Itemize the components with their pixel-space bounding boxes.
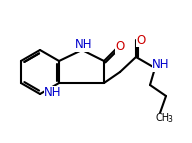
Text: 3: 3 [168,116,172,125]
Text: CH: CH [156,113,170,123]
Text: O: O [136,33,146,46]
Text: O: O [115,40,125,53]
Text: NH: NH [152,58,170,72]
Text: NH: NH [75,38,93,51]
Text: NH: NH [44,87,62,100]
